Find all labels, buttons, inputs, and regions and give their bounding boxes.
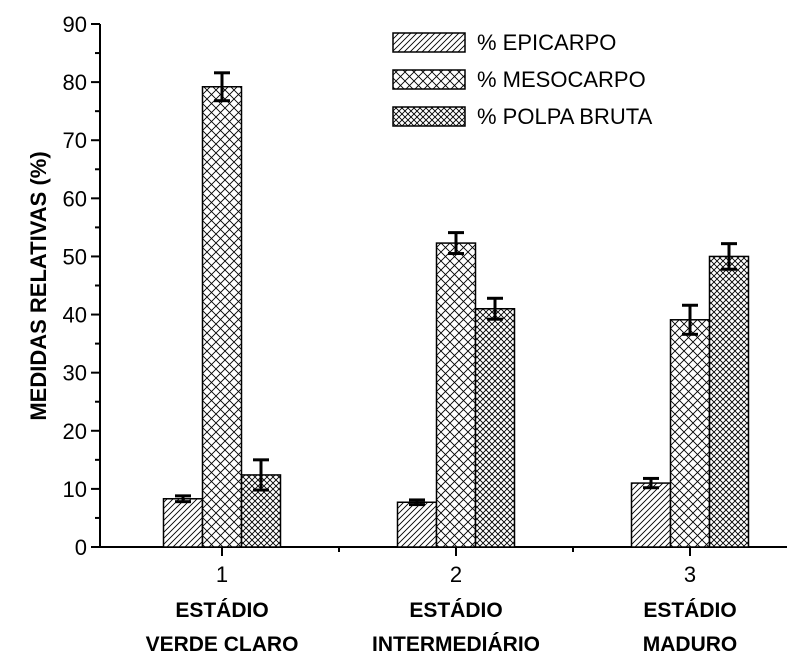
legend-swatch xyxy=(392,69,466,90)
bar xyxy=(162,498,204,548)
y-tick-label: 90 xyxy=(63,12,87,37)
category-label: ESTÁDIO xyxy=(175,599,268,622)
category-label: ESTÁDIO xyxy=(409,599,502,622)
x-tick-label: 3 xyxy=(684,562,696,587)
legend-label: % EPICARPO xyxy=(477,30,616,55)
y-tick-label: 10 xyxy=(63,477,87,502)
y-tick-label: 70 xyxy=(63,128,87,153)
legend: % EPICARPO % MESOCARPO % POLPA BRUTA xyxy=(392,30,653,129)
y-axis-label: MEDIDAS RELATIVAS (%) xyxy=(26,151,51,420)
category-label: MADURO xyxy=(643,633,738,655)
y-tick-label: 80 xyxy=(63,70,87,95)
x-axis: 1 ESTÁDIO VERDE CLARO 2 ESTÁDIO INTERMEDIÁRIO… xyxy=(100,546,787,655)
error-bar xyxy=(721,242,737,271)
error-bar xyxy=(682,303,698,336)
bar xyxy=(474,307,516,548)
legend-label: % POLPA BRUTA xyxy=(477,104,653,129)
category-label: ESTÁDIO xyxy=(643,599,736,622)
error-bar xyxy=(448,231,464,256)
x-tick-label: 2 xyxy=(450,562,462,587)
legend-label: % MESOCARPO xyxy=(477,67,646,92)
x-tick-label: 1 xyxy=(216,562,228,587)
legend-entry: % MESOCARPO xyxy=(392,67,646,92)
bar xyxy=(435,242,477,548)
error-bar xyxy=(214,71,230,103)
error-bars xyxy=(175,71,737,507)
bar xyxy=(708,255,750,548)
y-tick-label: 50 xyxy=(63,244,87,269)
y-tick-label: 20 xyxy=(63,419,87,444)
y-tick-label: 0 xyxy=(75,535,87,560)
legend-swatch xyxy=(392,32,466,53)
legend-swatch xyxy=(392,106,466,127)
error-bar xyxy=(175,494,191,504)
legend-entry: % EPICARPO xyxy=(392,30,616,55)
error-bar xyxy=(409,498,425,507)
error-bar xyxy=(253,458,269,492)
bar xyxy=(630,482,672,548)
y-tick-label: 60 xyxy=(63,186,87,211)
error-bar xyxy=(487,296,503,321)
y-axis: 0 10 20 30 40 50 60 70 80 90 xyxy=(63,12,101,560)
bar xyxy=(669,319,711,548)
error-bar xyxy=(643,476,659,490)
category-label: VERDE CLARO xyxy=(146,633,299,655)
y-tick-label: 30 xyxy=(63,361,87,386)
y-tick-label: 40 xyxy=(63,303,87,328)
bars xyxy=(162,86,750,548)
bar xyxy=(396,501,438,548)
legend-entry: % POLPA BRUTA xyxy=(392,104,653,129)
category-label: INTERMEDIÁRIO xyxy=(372,633,540,655)
bar xyxy=(201,86,243,548)
